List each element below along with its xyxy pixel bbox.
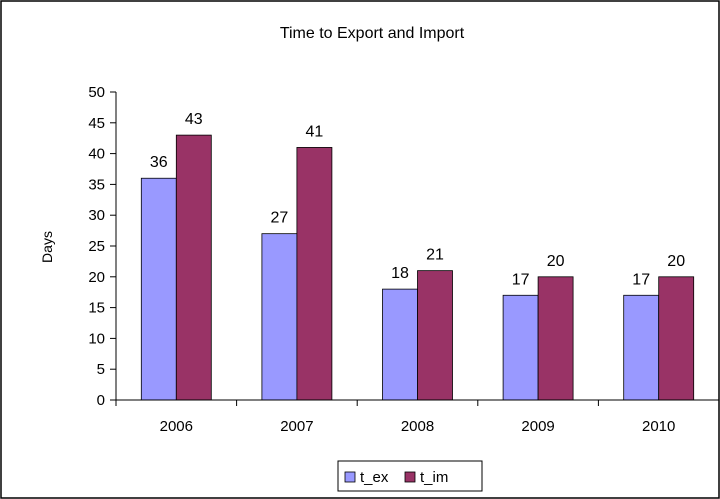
bar-t-ex-2008 xyxy=(382,288,418,401)
data-labels-layer: 36 43 27 41 18 21 17 20 17 20 xyxy=(150,111,685,288)
data-label: 17 xyxy=(512,271,530,288)
y-tick-label: 20 xyxy=(88,269,105,286)
bar-t-im-2006 xyxy=(175,134,212,401)
y-tick-label: 50 xyxy=(88,84,105,101)
data-label: 20 xyxy=(547,253,565,270)
x-tick-label: 2008 xyxy=(401,418,434,435)
legend-label-t-im: t_im xyxy=(420,469,448,486)
x-tick-label: 2009 xyxy=(521,418,554,435)
y-tick-label: 5 xyxy=(97,361,105,378)
data-label: 36 xyxy=(150,154,168,171)
y-tick-label: 10 xyxy=(88,330,105,347)
bars-layer xyxy=(140,134,695,401)
legend-swatch-t-ex xyxy=(344,471,356,483)
legend-label-t-ex: t_ex xyxy=(360,469,389,486)
x-tick-label: 2006 xyxy=(160,418,193,435)
bar-t-ex-2010 xyxy=(623,294,660,401)
data-label: 21 xyxy=(426,247,444,264)
y-tick-label: 15 xyxy=(88,300,105,317)
x-tick-label: 2007 xyxy=(280,418,313,435)
data-label: 43 xyxy=(185,111,203,128)
bar-t-im-2010 xyxy=(658,276,695,401)
legend: t_ex t_im xyxy=(337,460,483,492)
y-tick-label: 40 xyxy=(88,146,105,163)
y-tick-label: 45 xyxy=(88,115,105,132)
bar-t-ex-2006 xyxy=(140,177,177,401)
data-label: 27 xyxy=(271,210,289,227)
bar-t-im-2008 xyxy=(417,270,453,401)
data-label: 17 xyxy=(632,271,650,288)
x-tick-label: 2010 xyxy=(642,418,675,435)
chart-title: Time to Export and Import xyxy=(280,25,465,42)
bar-t-im-2009 xyxy=(537,276,574,401)
legend-swatch-t-im xyxy=(404,471,416,483)
y-tick-label: 35 xyxy=(88,176,105,193)
bar-t-im-2007 xyxy=(296,147,333,401)
y-tick-label: 0 xyxy=(97,392,105,409)
x-axis-ticks: 2006 2007 2008 2009 2010 xyxy=(115,400,720,435)
bar-t-ex-2009 xyxy=(502,294,539,401)
y-axis-label: Days xyxy=(39,231,55,263)
data-label: 41 xyxy=(306,123,324,140)
data-label: 18 xyxy=(391,265,409,282)
y-tick-label: 30 xyxy=(88,207,105,224)
y-axis-ticks: 0 5 10 15 20 25 30 35 40 45 50 xyxy=(88,84,116,409)
data-label: 20 xyxy=(667,253,685,270)
bar-t-ex-2007 xyxy=(261,233,298,401)
y-tick-label: 25 xyxy=(88,238,105,255)
